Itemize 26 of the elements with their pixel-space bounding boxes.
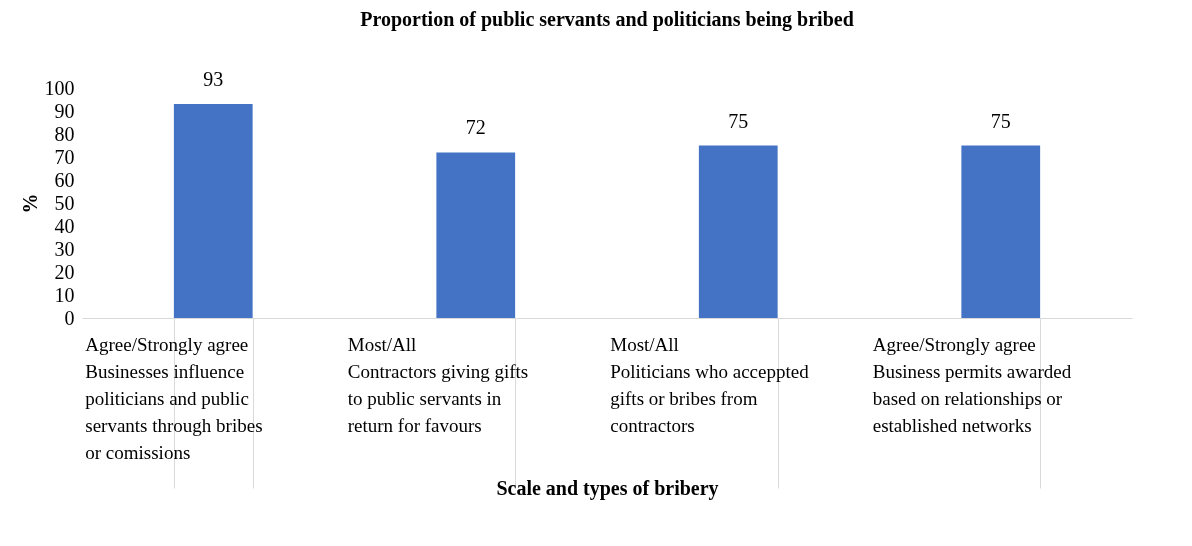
- x-axis-title: Scale and types of bribery: [496, 477, 719, 500]
- bar: [436, 152, 516, 318]
- y-tick-label: 20: [54, 260, 75, 283]
- y-tick-label: 80: [54, 122, 75, 145]
- y-tick-label: 40: [54, 214, 75, 237]
- data-label: 75: [728, 109, 749, 132]
- x-tick-label: Agree/Strongly agree Businesses influence politicians and public servants through bribes or comissions: [85, 334, 263, 463]
- y-tick-label: 50: [54, 191, 75, 214]
- y-tick-label: 60: [54, 168, 75, 191]
- x-tick-label: Agree/Strongly agree Business permits awarded based on relationships or established networks: [872, 334, 1072, 436]
- y-axis-title: %: [18, 193, 41, 214]
- chart-title: Proportion of public servants and politicians being bribed: [360, 8, 854, 32]
- y-tick-label: 30: [54, 237, 75, 260]
- y-tick-label: 70: [54, 145, 75, 168]
- y-tick-label: 10: [54, 283, 75, 306]
- data-label: 75: [990, 109, 1011, 132]
- x-tick-label: Most/All Politicians who acceppted gifts or bribes from contractors: [610, 334, 810, 436]
- data-label: 93: [203, 68, 224, 91]
- y-tick-label: 0: [64, 306, 75, 329]
- y-tick-label: 100: [44, 76, 75, 99]
- bar: [698, 145, 778, 318]
- data-label: 72: [465, 116, 486, 139]
- y-tick-label: 90: [54, 99, 75, 122]
- x-tick-label: Most/All Contractors giving gifts to public servants in return for favours: [347, 334, 529, 436]
- bar: [961, 145, 1041, 318]
- bar: [173, 104, 253, 318]
